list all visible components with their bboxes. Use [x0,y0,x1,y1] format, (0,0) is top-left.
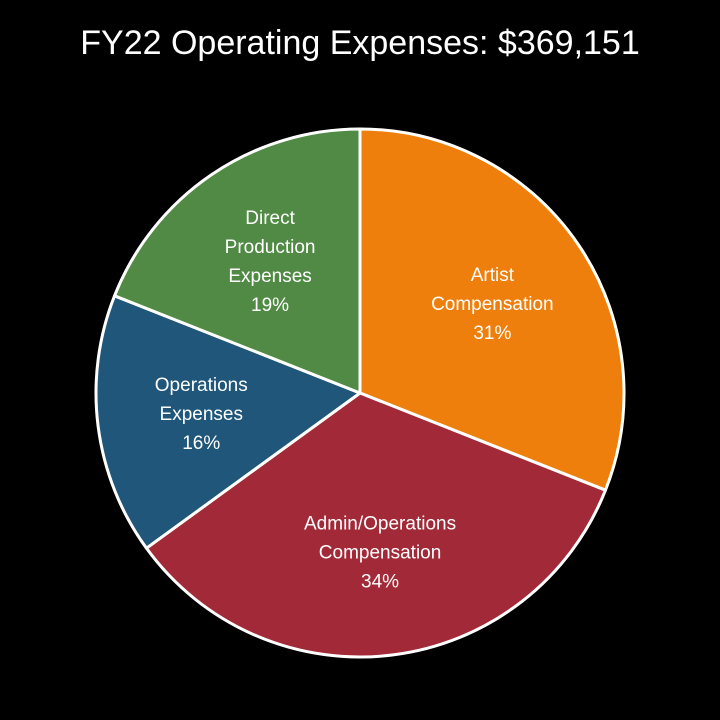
slice-label-line: 16% [182,433,220,454]
pie-slice-3 [94,294,362,550]
pie-slices [94,127,626,659]
slice-label-4: Direct Production Expenses 19% [225,208,316,316]
slice-label-line: 19% [251,295,289,316]
slice-label-line: Expenses [160,404,243,425]
pie-slice-2 [144,391,607,659]
slice-label-line: 31% [473,323,511,344]
slice-labels: Artist Compensation 31% Admin/Operations Com… [155,208,554,593]
pie-slice-4 [113,127,362,395]
slice-label-line: Compensation [319,543,442,564]
slice-label-line: Expenses [228,266,311,287]
slice-label-1: Artist Compensation 31% [431,265,554,344]
slice-label-2: Admin/Operations Compensation 34% [304,514,456,593]
slice-label-line: Admin/Operations [304,514,456,535]
slice-label-3: Operations Expenses 16% [155,375,248,454]
slice-label-line: 34% [361,572,399,593]
pie-slice-1 [358,127,626,492]
slice-label-line: Operations [155,375,248,396]
slice-label-line: Artist [471,265,515,286]
chart-title: FY22 Operating Expenses: $369,151 [80,24,640,62]
slice-label-line: Direct [245,208,295,229]
slice-label-line: Production [225,237,316,258]
slice-label-line: Compensation [431,294,554,315]
